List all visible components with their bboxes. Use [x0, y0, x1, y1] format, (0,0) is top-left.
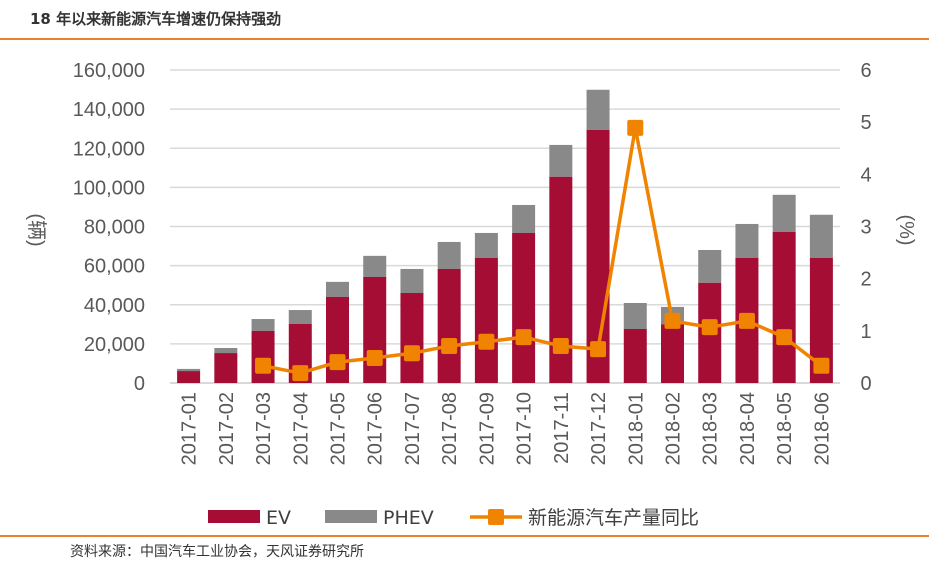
- bar-ev: [251, 330, 275, 383]
- x-tick-label: 2017-06: [365, 392, 387, 465]
- bar-phev: [437, 241, 461, 269]
- yoy-marker: [441, 337, 458, 354]
- yoy-marker: [552, 337, 569, 354]
- yoy-marker: [403, 345, 420, 362]
- legend-label-ev: EV: [266, 507, 291, 529]
- y2-tick-label: 6: [860, 60, 871, 82]
- bar-ev: [772, 231, 796, 383]
- legend-swatch-marker: [488, 509, 504, 525]
- x-tick-label: 2018-03: [700, 392, 722, 465]
- x-tick-label: 2017-08: [439, 392, 461, 465]
- bar-ev: [437, 268, 461, 383]
- bar-ev: [549, 176, 573, 383]
- y-tick-label: 60,000: [84, 256, 145, 278]
- bar-phev: [735, 223, 759, 258]
- yoy-marker: [590, 341, 607, 358]
- bar-phev: [474, 232, 498, 258]
- bar-ev: [623, 329, 647, 383]
- yoy-marker: [329, 354, 346, 371]
- x-tick-label: 2018-05: [774, 392, 796, 465]
- yoy-marker: [515, 329, 532, 346]
- x-tick-label: 2017-04: [290, 392, 312, 465]
- x-tick-label: 2017-03: [253, 392, 275, 465]
- x-tick-label: 2018-02: [663, 392, 685, 465]
- bar-phev: [214, 347, 238, 354]
- bar-phev: [288, 310, 312, 324]
- yoy-marker: [478, 333, 495, 350]
- x-tick-label: 2018-04: [737, 392, 759, 465]
- bar-phev: [400, 268, 424, 294]
- bar-phev: [512, 204, 536, 233]
- bar-ev: [214, 353, 238, 383]
- y-tick-label: 80,000: [84, 217, 145, 239]
- bar-phev: [326, 281, 349, 297]
- bar-ev: [400, 293, 424, 383]
- y-tick-label: 160,000: [73, 60, 145, 82]
- x-tick-label: 2017-01: [179, 392, 201, 465]
- bar-phev: [251, 319, 275, 331]
- x-tick-label: 2017-12: [588, 392, 610, 465]
- y-tick-label: 20,000: [84, 334, 145, 356]
- y-tick-label: 140,000: [73, 99, 145, 121]
- bar-ev: [177, 371, 201, 383]
- bar-phev: [177, 368, 201, 372]
- x-tick-label: 2017-11: [551, 392, 573, 464]
- x-tick-label: 2017-09: [476, 392, 498, 465]
- y2-tick-label: 4: [860, 164, 871, 186]
- x-tick-label: 2018-06: [811, 392, 833, 465]
- header-divider: [0, 38, 929, 40]
- y-axis-label: (辆): [25, 213, 48, 246]
- yoy-marker: [366, 349, 383, 366]
- legend-swatch-phev: [325, 510, 377, 523]
- y-tick-label: 40,000: [84, 295, 145, 317]
- yoy-line: [262, 127, 823, 375]
- yoy-marker: [738, 312, 755, 329]
- y2-axis-label: (%): [895, 214, 917, 245]
- bar-phev: [772, 194, 796, 232]
- bar-phev: [363, 255, 387, 277]
- bar-phev: [623, 302, 647, 330]
- yoy-marker: [255, 357, 272, 374]
- x-tick-label: 2017-07: [402, 392, 424, 465]
- y-tick-label: 120,000: [73, 138, 145, 160]
- yoy-marker: [627, 119, 644, 136]
- bar-ev: [809, 257, 833, 383]
- source-note: 资料来源：中国汽车工业协会，天风证券研究所: [70, 544, 364, 560]
- y2-tick-label: 2: [860, 269, 871, 291]
- footer-divider: [0, 535, 929, 537]
- bar-phev: [698, 249, 722, 283]
- x-tick-label: 2017-10: [514, 392, 536, 465]
- y2-tick-label: 1: [860, 321, 871, 343]
- bar-ev: [474, 257, 498, 383]
- yoy-marker: [776, 329, 793, 346]
- y-tick-label: 100,000: [73, 177, 145, 199]
- x-tick-label: 2017-02: [216, 392, 238, 465]
- chart-title: 18 年以来新能源汽车增速仍保持强劲: [30, 10, 282, 28]
- yoy-marker: [292, 365, 309, 382]
- x-tick-label: 2017-05: [328, 392, 350, 465]
- y2-tick-label: 5: [860, 112, 871, 134]
- bar-ev: [661, 324, 684, 383]
- bar-ev: [363, 276, 387, 383]
- bar-phev: [586, 89, 610, 130]
- x-tick-label: 2018-01: [625, 392, 647, 465]
- y-tick-label: 0: [134, 373, 145, 395]
- yoy-marker: [813, 357, 830, 374]
- bar-ev: [512, 232, 536, 383]
- yoy-marker: [664, 312, 681, 329]
- bar-phev: [549, 144, 573, 177]
- yoy-marker: [701, 319, 718, 336]
- y2-tick-label: 3: [860, 217, 871, 239]
- legend-swatch-ev: [208, 510, 260, 523]
- y2-tick-label: 0: [860, 373, 871, 395]
- legend-label-phev: PHEV: [383, 507, 434, 529]
- legend-label-yoy: 新能源汽车产量同比: [528, 507, 699, 529]
- bar-phev: [809, 214, 833, 258]
